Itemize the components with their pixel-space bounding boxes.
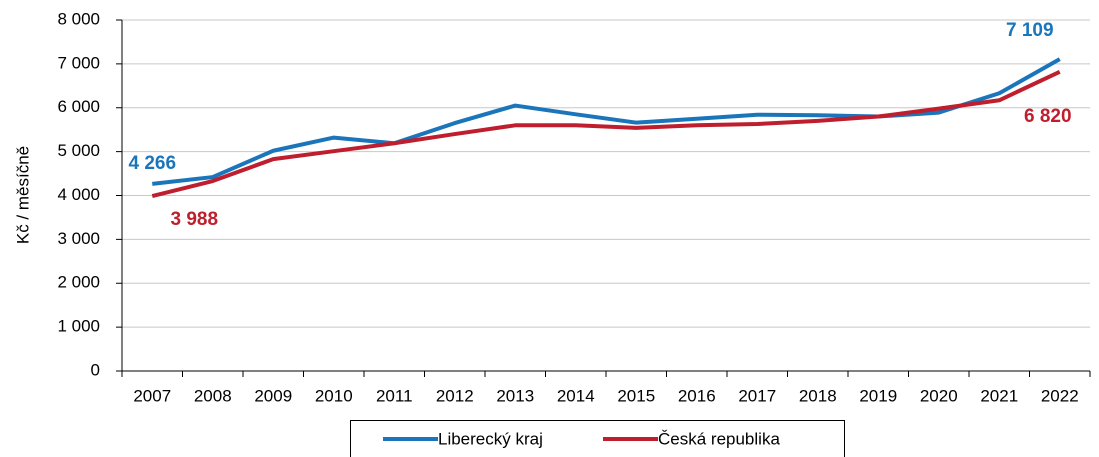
- x-tick-label: 2014: [557, 386, 595, 405]
- y-tick-label: 8 000: [57, 9, 100, 28]
- x-tick-label: 2021: [980, 386, 1018, 405]
- x-tick-label: 2015: [617, 386, 655, 405]
- x-tick-label: 2019: [859, 386, 897, 405]
- y-tick-label: 7 000: [57, 53, 100, 72]
- y-tick-label: 6 000: [57, 97, 100, 116]
- x-tick-label: 2016: [678, 386, 716, 405]
- x-tick-label: 2018: [799, 386, 837, 405]
- y-tick-label: 1 000: [57, 317, 100, 336]
- x-tick-label: 2008: [194, 386, 232, 405]
- x-tick-label: 2007: [133, 386, 171, 405]
- x-tick-label: 2017: [738, 386, 776, 405]
- legend-label: Liberecký kraj: [438, 429, 543, 448]
- x-tick-label: 2010: [315, 386, 353, 405]
- data-label: 7 109: [1006, 20, 1054, 41]
- y-tick-label: 3 000: [57, 229, 100, 248]
- y-axis-label: Kč / měsíčně: [13, 146, 32, 244]
- data-label: 3 988: [170, 209, 218, 230]
- line-series: [152, 57, 1061, 186]
- x-tick-label: 2013: [496, 386, 534, 405]
- x-tick-label: 2022: [1041, 386, 1079, 405]
- legend-label: Česká republika: [658, 429, 780, 448]
- y-tick-label: 4 000: [57, 185, 100, 204]
- x-tick-label: 2011: [376, 386, 413, 405]
- x-tick-label: 2012: [436, 386, 474, 405]
- data-label: 6 820: [1024, 106, 1072, 127]
- x-tick-label: 2020: [920, 386, 958, 405]
- data-label: 4 266: [128, 153, 176, 174]
- line-series: [151, 69, 1061, 198]
- y-tick-label: 0: [91, 360, 100, 379]
- y-tick-label: 5 000: [57, 141, 100, 160]
- x-tick-label: 2009: [254, 386, 292, 405]
- y-tick-label: 2 000: [57, 273, 100, 292]
